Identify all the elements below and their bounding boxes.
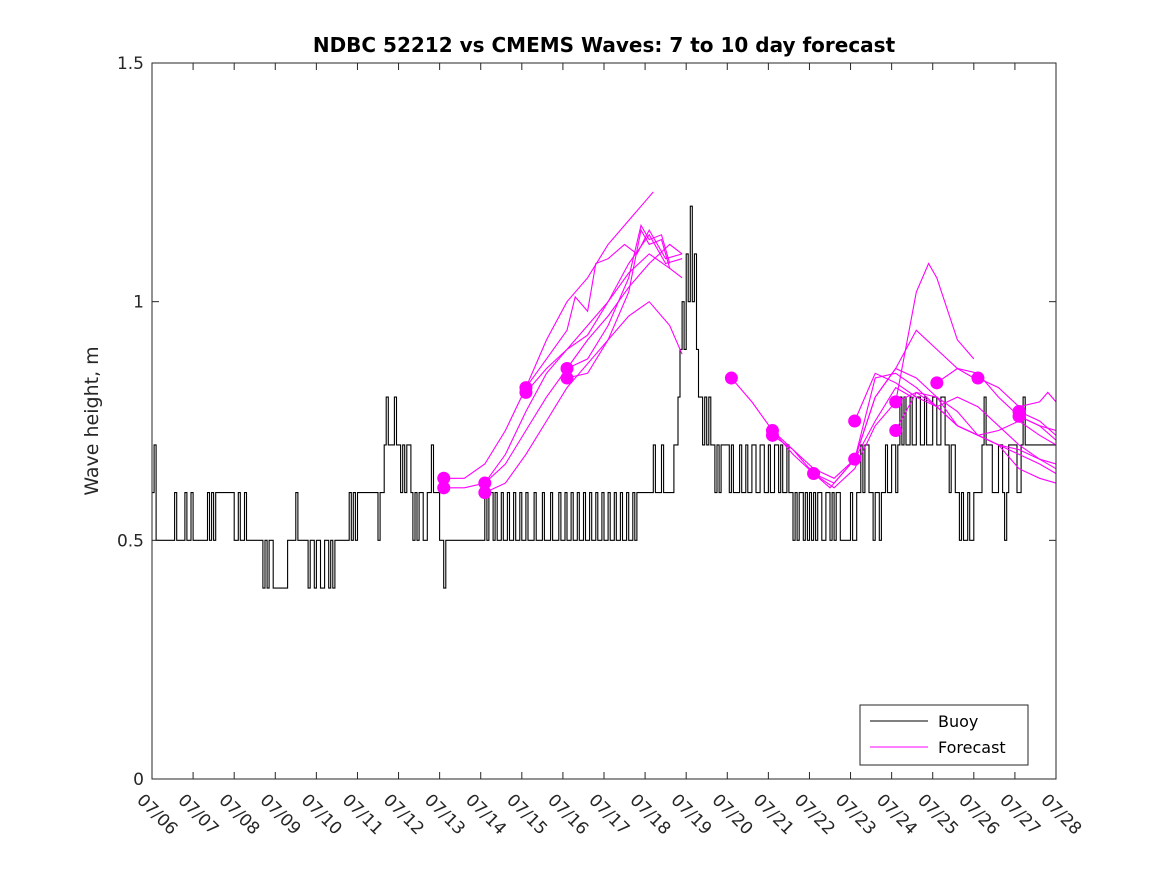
forecast-start-marker	[889, 424, 903, 438]
forecast-run-line	[484, 300, 683, 494]
forecast-start-marker	[1012, 409, 1026, 423]
chart-title: NDBC 52212 vs CMEMS Waves: 7 to 10 day f…	[313, 33, 896, 57]
y-tick-label: 1	[133, 293, 144, 313]
forecast-start-marker	[848, 414, 862, 428]
x-tick-label: 07/11	[338, 790, 387, 839]
x-tick-label: 07/14	[461, 790, 510, 839]
forecast-run-line	[566, 228, 671, 379]
forecast-start-marker	[519, 385, 533, 399]
forecast-run-line	[1018, 415, 1056, 441]
forecast-start-marker	[560, 361, 574, 375]
forecast-run-line	[977, 377, 1056, 408]
forecast-start-marker	[765, 428, 779, 442]
forecast-run-line	[772, 329, 975, 489]
forecast-run-line	[772, 262, 975, 489]
x-tick-label: 07/15	[502, 790, 551, 839]
y-tick-label: 0.5	[117, 531, 144, 551]
x-tick-label: 07/22	[790, 790, 839, 839]
x-tick-label: 07/20	[708, 790, 757, 839]
x-tick-label: 07/21	[749, 790, 798, 839]
x-tick-label: 07/24	[872, 790, 921, 839]
forecast-run-line	[854, 372, 1056, 470]
forecast-run-line	[730, 377, 913, 479]
forecast-run-line	[484, 253, 683, 484]
y-tick-label: 1.5	[117, 54, 144, 74]
legend: Buoy Forecast	[859, 704, 1029, 766]
x-tick-label: 07/23	[831, 790, 880, 839]
forecast-run-line	[1018, 411, 1056, 436]
x-tick-label: 07/09	[256, 790, 305, 839]
x-tick-label: 07/26	[954, 790, 1003, 839]
x-tick-label: 07/27	[995, 790, 1044, 839]
x-tick-label: 07/19	[667, 790, 716, 839]
plot-clip	[152, 191, 1056, 589]
x-tick-label: 07/08	[215, 790, 264, 839]
x-tick-label: 07/07	[174, 790, 223, 839]
y-axis-label: Wave height, m	[81, 346, 103, 495]
plot-area	[152, 191, 1056, 589]
forecast-start-marker	[807, 467, 821, 481]
forecast-run-line	[525, 233, 683, 393]
forecast-run-line	[525, 228, 683, 388]
forecast-start-marker	[437, 481, 451, 495]
legend-label: Buoy	[938, 712, 978, 731]
forecast-start-marker	[724, 371, 738, 385]
forecast-start-marker	[889, 395, 903, 409]
forecast-run-line	[566, 223, 671, 369]
forecast-start-marker	[971, 371, 985, 385]
legend-label: Forecast	[938, 738, 1006, 757]
forecast-start-marker	[478, 486, 492, 500]
forecast-start-marker	[560, 371, 574, 385]
forecast-start-marker	[437, 471, 451, 485]
x-tick-label: 07/18	[626, 790, 675, 839]
forecast-run-line	[443, 191, 654, 479]
x-tick-label: 07/28	[1036, 790, 1085, 839]
x-tick-label: 07/12	[379, 790, 428, 839]
forecast-start-marker	[478, 476, 492, 490]
x-tick-label: 07/16	[543, 790, 592, 839]
x-tick-label: 07/13	[420, 790, 469, 839]
legend-box	[859, 704, 1029, 766]
x-tick-label: 07/06	[132, 790, 181, 839]
x-tick-label: 07/17	[584, 790, 633, 839]
forecast-start-marker	[930, 376, 944, 390]
y-tick-label: 0	[133, 770, 144, 790]
forecast-run-line	[895, 391, 1056, 465]
x-tick-label: 07/25	[913, 790, 962, 839]
x-tick-label: 07/10	[297, 790, 346, 839]
buoy-series-line	[152, 205, 1056, 589]
forecast-start-marker	[848, 452, 862, 466]
